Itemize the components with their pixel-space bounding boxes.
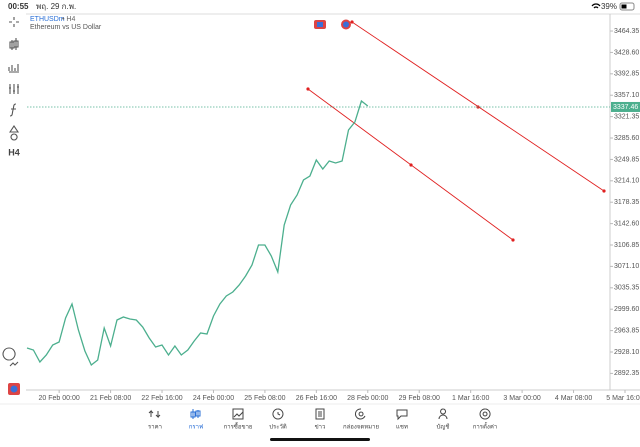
wifi-icon	[591, 3, 601, 9]
y-tick-label: 3285.60	[614, 135, 639, 142]
x-tick-label: 21 Feb 08:00	[90, 395, 131, 402]
y-tick-label: 3142.60	[614, 220, 639, 227]
battery-icon	[619, 2, 635, 11]
nav-icon	[354, 408, 366, 420]
trend-handle[interactable]	[602, 189, 606, 193]
y-tick-label: 3321.35	[614, 113, 639, 120]
left-toolbar	[2, 17, 20, 367]
nav-item[interactable]: ประวัติ	[269, 408, 287, 431]
nav-label: กล่องจดหมาย	[343, 424, 379, 431]
crosshair-tool[interactable]	[9, 17, 19, 27]
shapes-tool[interactable]	[8, 125, 20, 141]
indicators-tool[interactable]	[8, 64, 19, 73]
chart-symbol: ETHUSDm	[30, 16, 65, 23]
nav-item[interactable]: การตั้งค่า	[473, 408, 497, 431]
trend-handle[interactable]	[350, 20, 354, 24]
y-tick-label: 3249.85	[614, 156, 639, 163]
trend-handle[interactable]	[306, 87, 310, 91]
status-time: 00:55	[8, 2, 29, 11]
x-tick-label: 4 Mar 08:00	[555, 395, 592, 402]
battery-level	[621, 4, 627, 9]
nav-item[interactable]: ราคา	[148, 409, 162, 431]
nav-item[interactable]: ข่าว	[315, 408, 326, 431]
y-tick-label: 2963.85	[614, 327, 639, 334]
nav-icon	[315, 408, 325, 420]
status-battery: 39%	[601, 2, 617, 11]
trend-handle[interactable]	[511, 238, 515, 242]
y-tick-label: 3178.35	[614, 199, 639, 206]
x-tick-label: 25 Feb 08:00	[244, 395, 285, 402]
x-tick-label: 22 Feb 16:00	[141, 395, 182, 402]
x-tick-label: 20 Feb 00:00	[39, 395, 80, 402]
bottom-nav: ราคา กราฟ การซื้อขาย ประวัติ ข่าว กล่องจดหมาย…	[148, 408, 497, 431]
nav-label: บัญชี	[437, 423, 450, 431]
y-tick-label: 3035.35	[614, 285, 639, 292]
y-tick-label: 3357.10	[614, 92, 639, 99]
buy-button-mark	[343, 21, 349, 28]
y-tick-label: 3464.35	[614, 28, 639, 35]
y-tick-label: 2892.35	[614, 370, 639, 377]
y-tick-label: 3392.85	[614, 71, 639, 78]
nav-label: ข่าว	[315, 424, 326, 431]
chart-type-tool[interactable]	[9, 38, 19, 50]
nav-item[interactable]: การซื้อขาย	[224, 408, 253, 431]
nav-label: ราคา	[148, 424, 162, 431]
settings-tool[interactable]	[9, 84, 19, 94]
y-tick-label: 3071.10	[614, 263, 639, 270]
chart-timeframe: • H4	[62, 16, 75, 23]
nav-item[interactable]: กราฟ	[189, 409, 203, 431]
nav-label: ประวัติ	[269, 424, 287, 431]
app-logo-mark	[10, 385, 18, 393]
x-tick-label: 3 Mar 00:00	[503, 395, 540, 402]
nav-item[interactable]: กล่องจดหมาย	[343, 408, 379, 431]
nav-icon	[479, 408, 491, 420]
nav-label: การซื้อขาย	[224, 421, 253, 431]
home-indicator	[270, 438, 370, 441]
status-date: พฤ. 29 ก.พ.	[36, 2, 76, 11]
nav-icon	[148, 409, 161, 419]
function-tool[interactable]	[9, 103, 17, 117]
current-price-box	[611, 101, 640, 112]
nav-label: แชท	[396, 424, 408, 431]
nav-item[interactable]: บัญชี	[437, 408, 450, 431]
nav-icon	[272, 408, 284, 420]
y-tick-label: 2928.10	[614, 349, 639, 356]
nav-icon	[438, 408, 448, 420]
x-tick-label: 29 Feb 08:00	[399, 395, 440, 402]
trend-handle[interactable]	[409, 163, 413, 167]
y-tick-label: 3106.85	[614, 242, 639, 249]
x-tick-label: 24 Feb 00:00	[193, 395, 234, 402]
x-tick-label: 1 Mar 16:00	[452, 395, 489, 402]
nav-label: การตั้งค่า	[473, 421, 497, 431]
x-tick-label: 26 Feb 16:00	[296, 395, 337, 402]
chart-subtitle: Ethereum vs US Dollar	[30, 24, 102, 31]
current-price-label: 3337.46	[613, 104, 638, 111]
trade-signal-tool[interactable]	[2, 347, 19, 367]
x-tick-label: 28 Feb 00:00	[347, 395, 388, 402]
price-line	[26, 99, 369, 367]
nav-icon	[190, 409, 201, 419]
nav-label: กราฟ	[189, 424, 203, 431]
nav-item[interactable]: แชท	[396, 409, 408, 431]
timeframe-button[interactable]: H4	[8, 147, 20, 157]
sell-button-mark	[317, 22, 323, 27]
nav-icon	[396, 409, 408, 421]
nav-icon	[232, 408, 244, 420]
trend-line-handles	[306, 20, 606, 242]
y-tick-label: 3214.10	[614, 178, 639, 185]
y-tick-label: 2999.60	[614, 306, 639, 313]
y-tick-label: 3428.60	[614, 49, 639, 56]
x-tick-label: 5 Mar 16:00	[606, 395, 640, 402]
